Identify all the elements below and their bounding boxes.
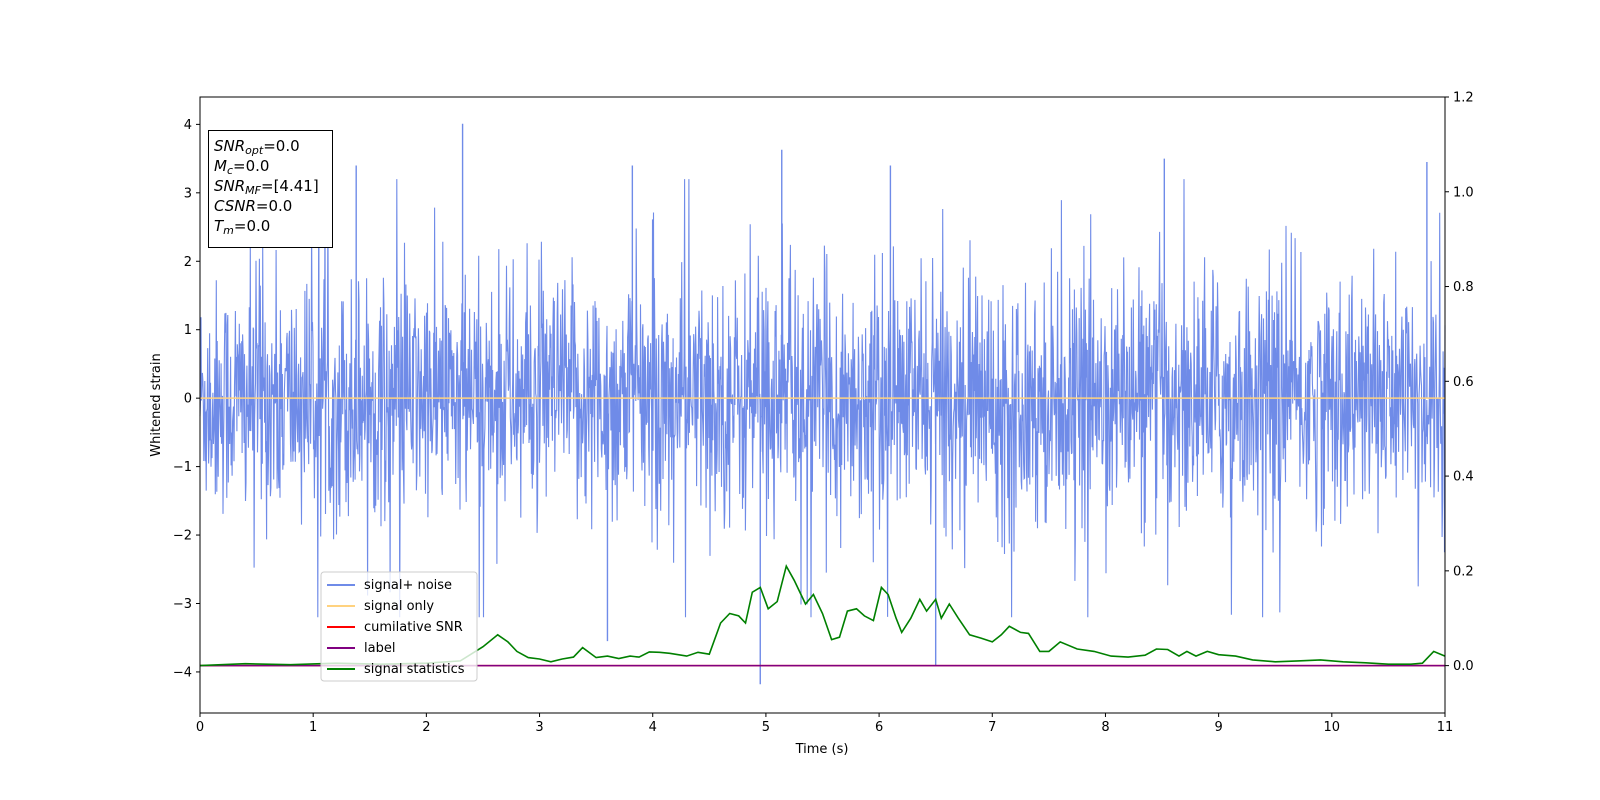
- y-axis-label: Whitened strain: [149, 353, 164, 456]
- annotation-box: SNRopt=0.0 Mc=0.0 SNRMF=[4.41] CSNR=0.0 …: [208, 130, 333, 248]
- x-tick-label: 5: [762, 720, 770, 735]
- x-tick-label: 3: [535, 720, 543, 735]
- legend-label-signal-statistics: signal statistics: [364, 662, 465, 677]
- annotation-csnr: CSNR=0.0: [214, 197, 293, 215]
- y2-tick-label: 1.0: [1453, 185, 1474, 200]
- y-tick-label: 2: [184, 255, 192, 270]
- y-tick-label: 1: [184, 323, 192, 338]
- annotation-snr-mf: SNRMF=[4.41]: [214, 177, 319, 197]
- x-tick-label: 9: [1214, 720, 1222, 735]
- x-tick-label: 1: [309, 720, 317, 735]
- y-axis-left: −4 −3 −2 −1 0 1 2 3 4: [173, 118, 200, 680]
- y-axis-right: 0.0 0.2 0.4 0.6 0.8 1.0 1.2: [1445, 91, 1474, 674]
- legend-label-cumulative-snr: cumilative SNR: [364, 620, 463, 635]
- legend: signal+ noise signal only cumilative SNR…: [320, 571, 478, 682]
- legend-label-label: label: [364, 641, 395, 656]
- x-tick-label: 11: [1437, 720, 1454, 735]
- x-tick-label: 2: [422, 720, 430, 735]
- y2-tick-label: 1.2: [1453, 91, 1474, 106]
- x-tick-label: 8: [1101, 720, 1109, 735]
- y-tick-label: 0: [184, 392, 192, 407]
- legend-label-signal-noise: signal+ noise: [364, 578, 452, 593]
- y-tick-label: −1: [173, 460, 192, 475]
- plot-frame: [199, 96, 1446, 714]
- y-tick-label: −2: [173, 529, 192, 544]
- x-tick-label: 7: [988, 720, 996, 735]
- series-signal-statistics: [199, 563, 1446, 667]
- x-tick-label: 4: [649, 720, 657, 735]
- y2-tick-label: 0.4: [1453, 470, 1474, 485]
- annotation-mc: Mc=0.0: [214, 157, 270, 177]
- y2-tick-label: 0.2: [1453, 564, 1474, 579]
- x-tick-label: 0: [196, 720, 204, 735]
- y-tick-label: −4: [173, 665, 192, 680]
- legend-box: [320, 571, 478, 682]
- x-tick-label: 10: [1324, 720, 1341, 735]
- x-tick-label: 6: [875, 720, 883, 735]
- y-tick-label: −3: [173, 597, 192, 612]
- y-tick-label: 4: [184, 118, 192, 133]
- x-axis: 0 1 2 3 4 5 6 7 8 9 10 11: [196, 713, 1453, 735]
- x-axis-label: Time (s): [795, 742, 849, 757]
- y-tick-label: 3: [184, 186, 192, 201]
- series-signal-noise: [199, 179, 1446, 618]
- y2-tick-label: 0.6: [1453, 375, 1474, 390]
- annotation-tm: Tm=0.0: [214, 217, 271, 237]
- y2-tick-label: 0.0: [1453, 659, 1474, 674]
- legend-label-signal-only: signal only: [364, 599, 434, 614]
- annotation-snr-opt: SNRopt=0.0: [214, 137, 300, 157]
- y2-tick-label: 0.8: [1453, 280, 1474, 295]
